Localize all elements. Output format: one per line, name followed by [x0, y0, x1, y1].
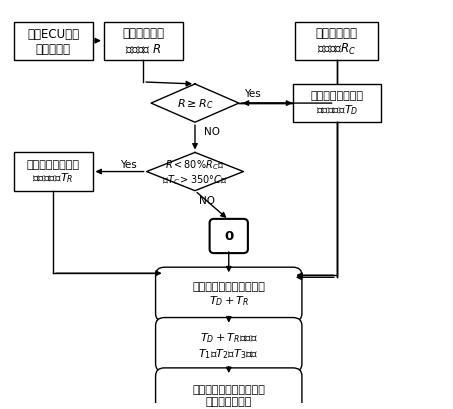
Text: Yes: Yes [120, 160, 137, 170]
Text: 计算结晶风险消除
时间等效值$T_R$: 计算结晶风险消除 时间等效值$T_R$ [27, 159, 80, 185]
Text: $T_D+T_R$分别和
$T_1$，$T_2$，$T_3$比较: $T_D+T_R$分别和 $T_1$，$T_2$，$T_3$比较 [198, 330, 259, 360]
Polygon shape [147, 153, 243, 191]
Text: 尿素结晶风险
因子阈值$R_C$: 尿素结晶风险 因子阈值$R_C$ [316, 27, 358, 57]
Text: Yes: Yes [244, 89, 261, 99]
Text: 结晶风险持续时间积分器
$T_D+T_R$: 结晶风险持续时间积分器 $T_D+T_R$ [193, 282, 265, 308]
Text: NO: NO [204, 127, 220, 137]
Text: $R\geq R_C$: $R\geq R_C$ [177, 97, 213, 111]
Text: $R<80\%R_C$？
且$T_C>350°C$？: $R<80\%R_C$？ 且$T_C>350°C$？ [162, 157, 228, 187]
FancyBboxPatch shape [155, 368, 302, 409]
Text: 计算结晶风险持续
时间等效值$T_D$: 计算结晶风险持续 时间等效值$T_D$ [310, 91, 363, 117]
Bar [104, 22, 183, 61]
Bar [295, 22, 378, 61]
Bar [293, 85, 381, 123]
Text: 0: 0 [224, 230, 233, 243]
Text: 实际尿素结晶
风险因子 $R$: 实际尿素结晶 风险因子 $R$ [122, 27, 164, 56]
Text: NO: NO [199, 195, 216, 205]
Bar [14, 153, 92, 191]
Text: 来自ECU的车
辆运行参数: 来自ECU的车 辆运行参数 [27, 27, 79, 56]
Polygon shape [151, 85, 239, 123]
Text: 结晶风险程度诊断结果：
低、中、高风险: 结晶风险程度诊断结果： 低、中、高风险 [193, 384, 265, 406]
FancyBboxPatch shape [210, 219, 248, 254]
FancyBboxPatch shape [155, 267, 302, 322]
Bar [14, 22, 92, 61]
FancyBboxPatch shape [155, 318, 302, 372]
